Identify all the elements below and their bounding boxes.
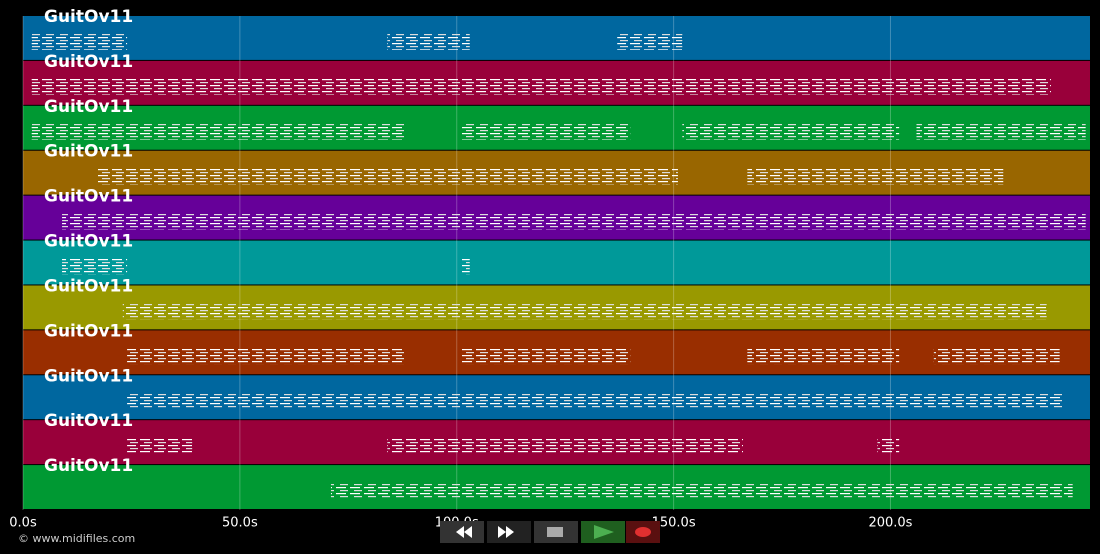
note-region — [387, 33, 470, 50]
transport-controls — [440, 521, 660, 543]
note-region — [127, 348, 405, 365]
note-region — [127, 438, 193, 454]
track-name: GuitOv11 — [44, 187, 133, 207]
note-region — [617, 33, 683, 50]
note-region — [62, 213, 1086, 230]
track-name: GuitOv11 — [44, 411, 133, 431]
track-name: GuitOv11 — [44, 366, 133, 386]
track-name: GuitOv11 — [44, 97, 133, 117]
track-name: GuitOv11 — [44, 142, 133, 162]
track-name: GuitOv11 — [44, 232, 133, 252]
track-name: GuitOv11 — [44, 7, 133, 27]
track-row — [23, 240, 1090, 285]
credit: © www.midifiles.com — [18, 532, 135, 545]
forward-button[interactable] — [487, 521, 531, 543]
note-region — [96, 168, 678, 185]
track-name: GuitOv11 — [44, 52, 133, 72]
note-region — [31, 78, 1051, 95]
note-region — [933, 348, 1060, 365]
note-region — [461, 123, 631, 140]
track-row — [23, 16, 1090, 60]
note-region — [330, 483, 1073, 499]
note-region — [122, 303, 1047, 320]
note-region — [916, 123, 1086, 140]
note-region — [747, 168, 1004, 185]
play-button[interactable] — [581, 521, 625, 543]
x-tick-label: 200.0s — [868, 516, 912, 531]
note-region — [127, 393, 1064, 409]
x-tick-label: 50.0s — [222, 516, 258, 531]
note-region — [31, 33, 128, 50]
note-region — [62, 258, 128, 275]
note-region — [682, 123, 900, 140]
note-region — [747, 348, 900, 365]
note-region — [387, 438, 744, 454]
note-region — [461, 258, 470, 275]
track-name: GuitOv11 — [44, 321, 133, 341]
stop-button[interactable] — [534, 521, 578, 543]
note-region — [877, 438, 900, 454]
x-tick-label: 150.0s — [652, 516, 696, 531]
x-tick-label: 0.0s — [9, 516, 37, 531]
note-region — [31, 123, 405, 140]
rewind-button[interactable] — [440, 521, 484, 543]
track-name: GuitOv11 — [44, 276, 133, 296]
track-name: GuitOv11 — [44, 456, 133, 476]
note-region — [461, 348, 631, 365]
record-button[interactable] — [626, 521, 660, 543]
